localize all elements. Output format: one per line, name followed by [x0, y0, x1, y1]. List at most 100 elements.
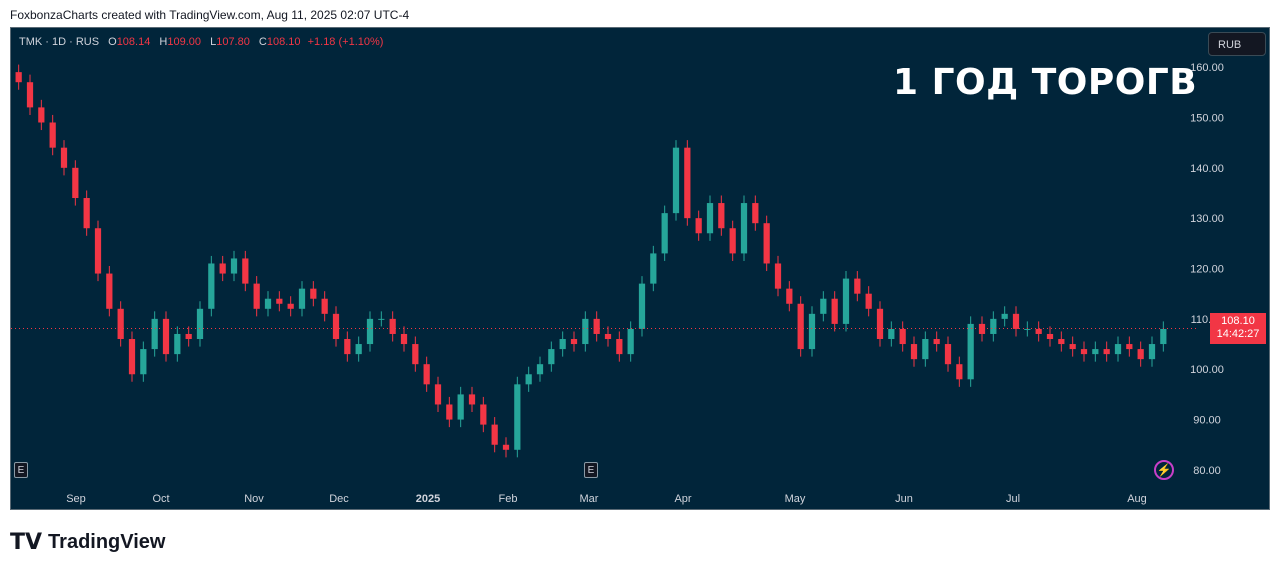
candle-body [366, 318, 374, 345]
earnings-marker-1[interactable]: E [14, 462, 28, 478]
candle-body [389, 318, 396, 334]
candle-body [1126, 344, 1133, 350]
candle-body [185, 333, 192, 340]
tradingview-logo[interactable]: TV TradingView [10, 529, 166, 555]
candle-body [298, 288, 306, 309]
candle-body [242, 258, 249, 284]
candle-body [434, 384, 442, 405]
candle-body [1058, 339, 1065, 345]
candle-body [536, 364, 544, 375]
candle-body [990, 318, 997, 334]
candle-body [355, 344, 362, 355]
candle-body [740, 203, 748, 254]
candle-body [865, 293, 872, 309]
candlestick-chart[interactable]: 80.0090.00100.00110.00120.00130.00140.00… [11, 28, 1269, 509]
chart-credit: FoxbonzaCharts created with TradingView.… [10, 8, 410, 22]
y-tick-label: 100.00 [1190, 364, 1224, 376]
candle-body [423, 364, 430, 385]
candle-body [276, 298, 283, 304]
candle-body [627, 328, 634, 355]
candle-body [94, 228, 102, 274]
candle-body [876, 308, 884, 340]
y-tick-label: 90.00 [1193, 415, 1221, 427]
legend-open-value: 108.14 [116, 36, 151, 48]
x-tick-label: Oct [152, 493, 169, 505]
candle-body [253, 283, 260, 309]
candle-body [468, 394, 476, 405]
candle-body [729, 228, 736, 254]
candle-body [491, 424, 498, 445]
candle-body [457, 394, 464, 420]
candle-body [72, 167, 79, 199]
candle-body [933, 339, 940, 345]
candle-body [128, 339, 136, 375]
candle-body [1024, 328, 1031, 330]
y-tick-label: 160.00 [1190, 62, 1224, 74]
ohlc-legend: TMK · 1D · RUS O108.14 H109.00 L107.80 C… [19, 36, 383, 48]
candle-body [1137, 349, 1144, 360]
candle-body [502, 444, 510, 450]
candle-body [287, 303, 294, 309]
candle-body [162, 318, 170, 355]
tradingview-logo-mark: TV [10, 529, 43, 555]
candle-body [910, 344, 918, 360]
candle-body [219, 263, 226, 274]
legend-change: +1.18 (+1.10%) [307, 36, 384, 48]
legend-open-label: O [108, 36, 117, 48]
candle-body [706, 203, 714, 234]
candle-body [786, 288, 793, 304]
earnings-marker-2[interactable]: E [584, 462, 598, 478]
candle-body [854, 278, 861, 294]
x-tick-label: Dec [329, 493, 349, 505]
lightning-icon[interactable]: ⚡ [1154, 460, 1174, 480]
legend-close-label: C [258, 36, 267, 48]
candle-body [650, 253, 657, 284]
candle-body [718, 203, 725, 229]
candle-body [264, 298, 272, 309]
x-tick-label: Mar [580, 493, 599, 505]
candle-body [978, 323, 986, 334]
x-tick-label: May [785, 493, 806, 505]
candle-body [922, 339, 929, 360]
candle-body [820, 298, 827, 314]
candle-body [616, 339, 623, 355]
candle-body [967, 323, 974, 380]
candle-body [695, 218, 702, 234]
candle-body [400, 333, 408, 345]
candle-body [140, 349, 147, 375]
bar-countdown: 14:42:27 [1216, 328, 1260, 340]
candle-body [310, 288, 317, 299]
candle-body [49, 122, 56, 148]
candle-body [1001, 313, 1008, 319]
candle-body [774, 263, 782, 289]
candle-body [117, 308, 124, 340]
x-tick-label: 2025 [416, 493, 440, 505]
candle-body [1114, 344, 1122, 355]
candle-body [83, 198, 90, 229]
x-tick-label: Sep [66, 493, 86, 505]
candle-body [752, 203, 759, 224]
candle-body [378, 318, 385, 320]
tradingview-logo-text: TradingView [48, 530, 166, 553]
x-tick-label: Jun [895, 493, 913, 505]
candle-body [604, 333, 612, 340]
candle-body [1012, 313, 1020, 329]
candle-body [208, 263, 215, 309]
candle-body [661, 213, 668, 254]
candle-body [797, 303, 804, 350]
chart-panel[interactable]: 80.00 90.00 100.00 110.00 120.00 130.00 140.00… [10, 27, 1270, 510]
candle-body [684, 147, 691, 219]
candle-body [763, 223, 770, 264]
candle-body [1148, 344, 1156, 360]
currency-button[interactable]: RUB [1208, 32, 1266, 56]
candle-body [60, 147, 68, 168]
candle-body [344, 339, 351, 355]
legend-symbol[interactable]: TMK · 1D · RUS [19, 36, 100, 48]
candle-body [1035, 328, 1042, 334]
candle-body [570, 339, 578, 345]
candle-body [412, 344, 419, 365]
candle-body [842, 278, 850, 324]
x-tick-label: Apr [674, 493, 691, 505]
legend-low-value: 107.80 [216, 36, 250, 48]
candle-body [332, 313, 340, 340]
